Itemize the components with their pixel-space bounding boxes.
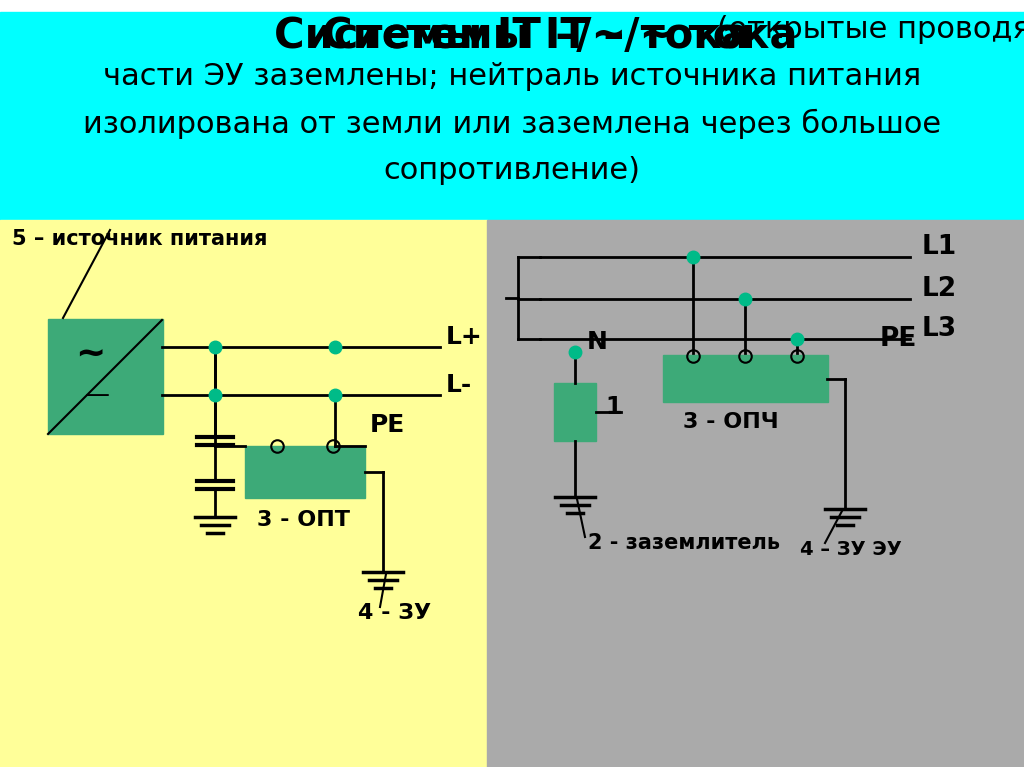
Text: PE: PE: [880, 326, 918, 352]
Text: Системы IT –/~ тока: Системы IT –/~ тока: [274, 15, 750, 57]
Text: N: N: [587, 330, 608, 354]
Text: 5 – источник питания: 5 – источник питания: [12, 229, 267, 249]
Bar: [0, 220, 487, 767]
Text: PE: PE: [370, 413, 406, 437]
Bar: [48, 319, 163, 434]
Text: ~: ~: [75, 338, 105, 372]
Text: 2 - заземлитель: 2 - заземлитель: [588, 533, 780, 553]
Bar: [0, 12, 1024, 220]
Text: Системы IT –/~ тока: Системы IT –/~ тока: [322, 15, 798, 57]
Text: изолирована от земли или заземлена через большое: изолирована от земли или заземлена через…: [83, 109, 941, 140]
Bar: [487, 220, 1024, 767]
Text: —: —: [85, 383, 110, 407]
Text: 4 - ЗУ: 4 - ЗУ: [358, 603, 431, 623]
Bar: [245, 446, 365, 498]
Bar: [554, 383, 596, 441]
Bar: [663, 355, 828, 402]
Text: сопротивление): сопротивление): [384, 156, 640, 185]
Text: 4 – ЗУ ЭУ: 4 – ЗУ ЭУ: [800, 540, 902, 559]
Text: L2: L2: [922, 276, 957, 302]
Text: L1: L1: [922, 234, 957, 260]
Text: 1: 1: [605, 395, 622, 419]
Text: L+: L+: [446, 325, 482, 349]
Bar: [0, 0, 1024, 12]
Text: части ЭУ заземлены; нейтраль источника питания: части ЭУ заземлены; нейтраль источника п…: [102, 62, 922, 91]
Text: L-: L-: [446, 373, 472, 397]
Text: 3 - ОПТ: 3 - ОПТ: [257, 510, 350, 530]
Text: 3 - ОПЧ: 3 - ОПЧ: [683, 412, 778, 432]
Text: L3: L3: [922, 316, 957, 342]
Text: (открытые проводящие: (открытые проводящие: [707, 15, 1024, 44]
